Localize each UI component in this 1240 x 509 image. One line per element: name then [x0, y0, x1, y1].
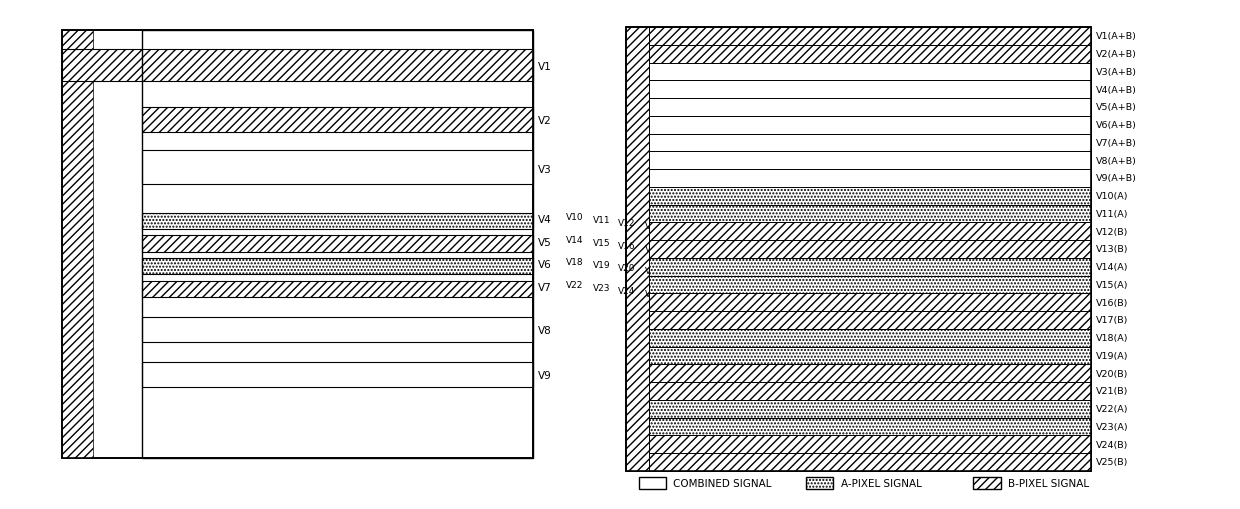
Text: V19: V19 [593, 261, 610, 270]
Text: V17(B): V17(B) [1096, 316, 1128, 325]
Bar [143, 150, 533, 184]
Text: V21(B): V21(B) [1096, 386, 1128, 395]
Bar [973, 477, 1001, 489]
Text: V3: V3 [538, 164, 552, 174]
Text: V25: V25 [645, 290, 662, 299]
Bar [626, 28, 650, 471]
Text: V9(A+B): V9(A+B) [1096, 174, 1137, 183]
Bar [639, 477, 666, 489]
Bar [650, 187, 1091, 205]
Bar [650, 347, 1091, 364]
Text: V12(B): V12(B) [1096, 227, 1128, 236]
Bar [650, 205, 1091, 223]
Bar [650, 117, 1091, 134]
Text: A-PIXEL SIGNAL: A-PIXEL SIGNAL [841, 478, 921, 488]
Bar [806, 477, 833, 489]
Text: V6(A+B): V6(A+B) [1096, 121, 1137, 130]
Text: V15(A): V15(A) [1096, 280, 1128, 289]
Text: V18(A): V18(A) [1096, 333, 1128, 343]
Text: V16(B): V16(B) [1096, 298, 1128, 307]
Bar [650, 152, 1091, 169]
Bar [650, 276, 1091, 294]
Bar [143, 31, 533, 458]
Text: B-PIXEL SIGNAL: B-PIXEL SIGNAL [1008, 478, 1089, 488]
Text: V24(B): V24(B) [1096, 440, 1128, 449]
Bar [650, 294, 1091, 312]
Text: V3(A+B): V3(A+B) [1096, 68, 1137, 77]
Bar [650, 134, 1091, 152]
Text: V16: V16 [618, 241, 635, 250]
Text: V1: V1 [538, 62, 552, 72]
Text: V22: V22 [565, 280, 583, 290]
Text: V1(A+B): V1(A+B) [1096, 32, 1137, 41]
Text: V2: V2 [538, 116, 552, 125]
Bar [143, 236, 533, 252]
Bar [650, 241, 1091, 258]
Text: V13: V13 [645, 221, 662, 231]
Text: COMBINED SIGNAL: COMBINED SIGNAL [673, 478, 771, 488]
Text: V6: V6 [538, 260, 552, 270]
Bar [650, 81, 1091, 99]
Bar [650, 435, 1091, 453]
Bar [650, 329, 1091, 347]
Text: V10(A): V10(A) [1096, 192, 1128, 201]
Bar [62, 31, 93, 458]
Text: V11(A): V11(A) [1096, 209, 1128, 218]
Text: V19(A): V19(A) [1096, 351, 1128, 360]
Text: V8(A+B): V8(A+B) [1096, 156, 1137, 165]
Text: V20(B): V20(B) [1096, 369, 1128, 378]
Text: V8: V8 [538, 325, 552, 335]
Bar [650, 169, 1091, 187]
Text: V24: V24 [618, 287, 635, 296]
Text: V9: V9 [538, 370, 552, 380]
Text: V15: V15 [593, 238, 610, 247]
Text: V18: V18 [565, 258, 583, 267]
Bar [650, 46, 1091, 64]
Text: V25(B): V25(B) [1096, 458, 1128, 466]
Bar [62, 50, 533, 82]
Bar [626, 28, 1091, 471]
Bar [650, 28, 1091, 46]
Bar [143, 362, 533, 387]
Bar [650, 223, 1091, 241]
Text: V23(A): V23(A) [1096, 422, 1128, 431]
Bar [650, 99, 1091, 117]
Text: V20: V20 [618, 264, 635, 273]
Text: V23: V23 [593, 284, 610, 293]
Bar [62, 31, 533, 458]
Bar [650, 64, 1091, 81]
Bar [650, 400, 1091, 418]
Text: V17: V17 [645, 244, 662, 253]
Bar [143, 259, 533, 275]
Text: V7: V7 [538, 282, 552, 293]
Text: V4: V4 [538, 214, 552, 224]
Bar [143, 213, 533, 230]
Text: V13(B): V13(B) [1096, 245, 1128, 254]
Text: V22(A): V22(A) [1096, 404, 1128, 413]
Bar [650, 364, 1091, 382]
Text: V11: V11 [593, 215, 610, 224]
Text: V5(A+B): V5(A+B) [1096, 103, 1137, 112]
Text: V4(A+B): V4(A+B) [1096, 86, 1137, 94]
Bar [143, 281, 533, 297]
Bar [650, 418, 1091, 435]
Bar [143, 317, 533, 343]
Bar [62, 31, 533, 458]
Text: V2(A+B): V2(A+B) [1096, 50, 1137, 59]
Text: V14(A): V14(A) [1096, 263, 1128, 272]
Bar [650, 258, 1091, 276]
Text: V10: V10 [565, 212, 583, 221]
Bar [650, 382, 1091, 400]
Bar [650, 312, 1091, 329]
Bar [626, 28, 1091, 471]
Bar [143, 107, 533, 133]
Bar [650, 453, 1091, 471]
Text: V21: V21 [645, 267, 662, 276]
Text: V12: V12 [618, 218, 635, 228]
Text: V5: V5 [538, 237, 552, 247]
Text: V14: V14 [565, 235, 583, 244]
Text: V7(A+B): V7(A+B) [1096, 138, 1137, 148]
